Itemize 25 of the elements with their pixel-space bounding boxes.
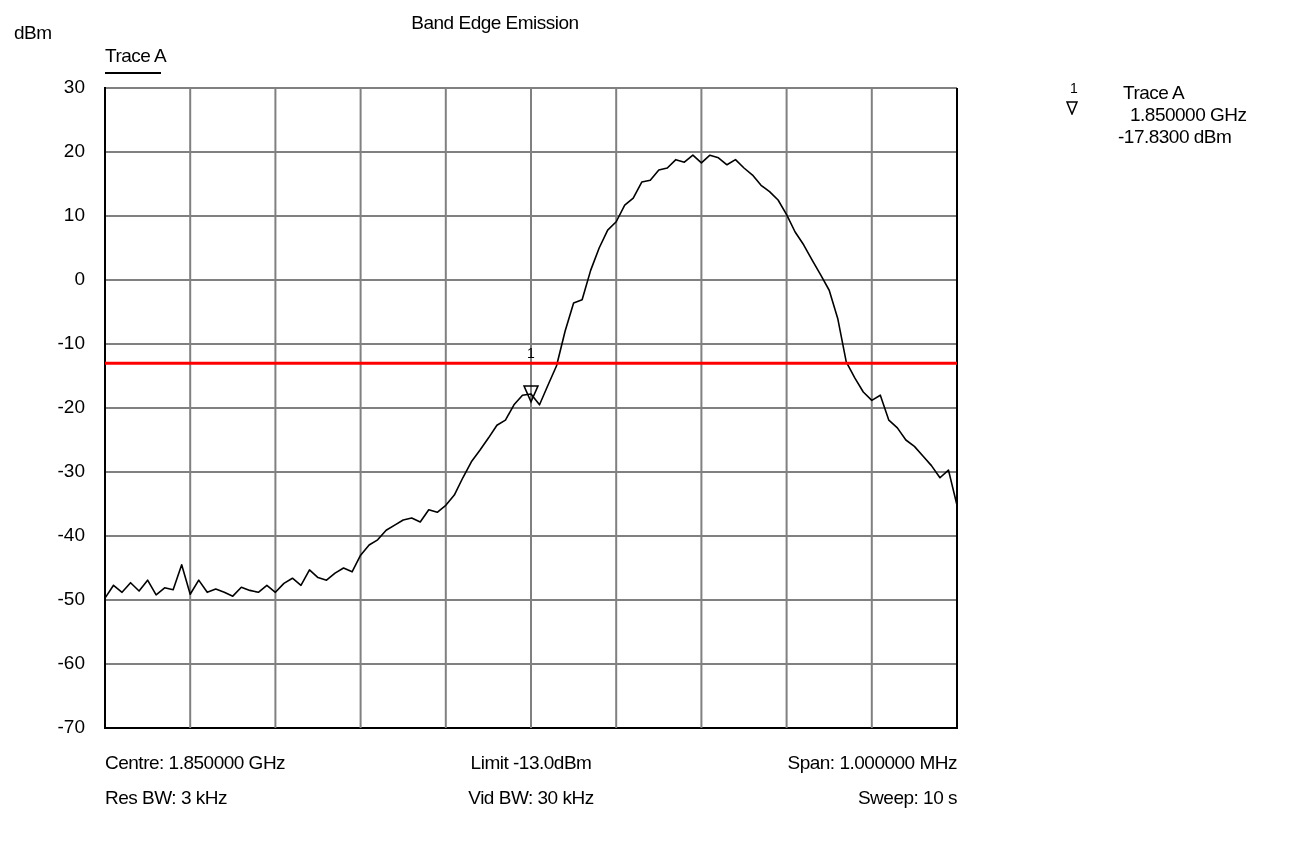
text: -17.8300 dBm xyxy=(1118,126,1232,148)
text: Sweep: 10 s xyxy=(857,787,957,809)
y-tick-label: 30 xyxy=(63,76,85,98)
y-tick-label: 10 xyxy=(63,204,85,226)
text: Centre: 1.850000 GHz xyxy=(105,752,286,774)
annotation: 1 xyxy=(527,344,536,361)
y-tick-label: -50 xyxy=(57,588,85,610)
text: 1.850000 GHz xyxy=(1130,104,1247,126)
y-axis-title: dBm xyxy=(14,22,52,44)
text: Trace A xyxy=(1123,82,1185,104)
text: Limit -13.0dBm xyxy=(470,752,592,774)
text: Trace A xyxy=(105,45,167,67)
y-tick-label: -30 xyxy=(57,460,85,482)
text: Span: 1.000000 MHz xyxy=(787,752,957,774)
y-tick-label: 0 xyxy=(74,268,85,290)
y-tick-label: -20 xyxy=(57,396,85,418)
y-tick-label: 20 xyxy=(63,140,85,162)
y-tick-label: -60 xyxy=(57,652,85,674)
y-tick-label: -40 xyxy=(57,524,85,546)
text: Vid BW: 30 kHz xyxy=(468,787,594,809)
chart-title: Band Edge Emission xyxy=(411,12,579,34)
text: 1 xyxy=(1070,80,1078,96)
y-tick-label: -70 xyxy=(57,716,85,738)
text: Res BW: 3 kHz xyxy=(105,787,227,809)
y-tick-label: -10 xyxy=(57,332,85,354)
